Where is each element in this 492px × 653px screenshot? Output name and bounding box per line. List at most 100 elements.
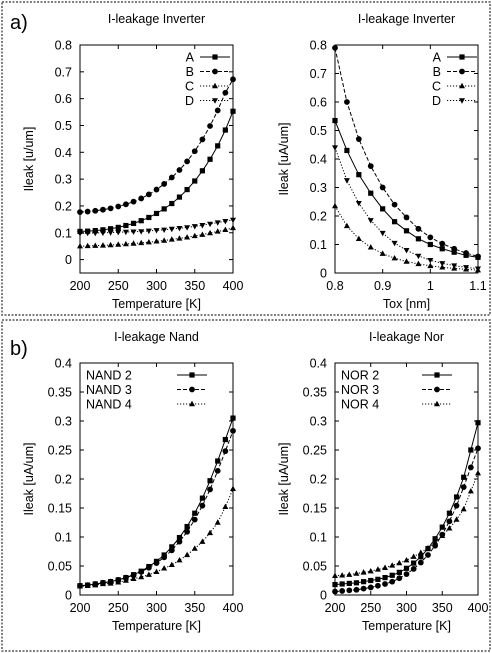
x-tick-label: 1 — [427, 279, 434, 293]
x-tick-label: 250 — [360, 601, 381, 615]
data-point — [451, 245, 458, 252]
data-point — [230, 224, 236, 231]
legend-marker — [434, 372, 440, 378]
y-tick-label: 0.6 — [55, 92, 72, 106]
data-point — [77, 209, 83, 216]
y-tick-label: 0 — [65, 253, 72, 267]
data-point — [332, 581, 338, 588]
x-axis-title: Tox [nm] — [383, 297, 430, 311]
data-point — [346, 580, 352, 586]
data-point — [77, 583, 83, 589]
x-tick-label: 0.8 — [326, 279, 343, 293]
data-point — [130, 572, 137, 579]
plot-area — [334, 44, 479, 274]
data-point — [468, 447, 474, 453]
data-point — [145, 191, 152, 198]
data-point — [463, 265, 470, 271]
data-point — [230, 76, 236, 83]
legend-marker — [459, 82, 465, 89]
y-tick-label: 0.05 — [303, 560, 327, 574]
data-point — [153, 210, 160, 217]
chart-title: I-leakage Nand — [114, 330, 199, 344]
data-point — [467, 487, 474, 494]
data-point — [145, 564, 152, 571]
data-point — [214, 467, 221, 474]
data-point — [184, 523, 190, 530]
data-point — [360, 569, 367, 575]
y-tick-label: 0.3 — [310, 415, 327, 429]
data-point — [339, 588, 346, 594]
data-point — [99, 230, 106, 236]
data-point — [153, 568, 160, 574]
y-tick-label: 0.1 — [310, 531, 327, 545]
data-point — [123, 222, 129, 229]
series-3 — [332, 470, 481, 579]
y-tick-label: 0.1 — [55, 226, 72, 240]
data-point — [176, 167, 183, 173]
data-point — [391, 240, 398, 247]
panel-b-label: b) — [10, 338, 28, 360]
data-point — [99, 580, 106, 587]
data-point — [374, 566, 381, 572]
data-point — [382, 581, 388, 587]
data-point — [123, 201, 129, 208]
legend-marker — [434, 400, 440, 407]
data-point — [169, 544, 175, 550]
data-point — [389, 572, 395, 578]
data-point — [161, 565, 168, 571]
data-point — [375, 582, 381, 589]
data-point — [353, 570, 360, 576]
data-point — [427, 262, 434, 269]
y-tick-label: 0.1 — [310, 238, 327, 252]
data-point — [463, 250, 469, 256]
chart-1: I-leakage Inverter 200 250 300 350 400 0 0.1 0.2… — [22, 12, 243, 311]
data-point — [460, 505, 467, 512]
series-2 — [332, 44, 481, 260]
data-point — [199, 495, 205, 501]
data-point — [439, 246, 445, 252]
x-tick-label: 0.9 — [374, 279, 391, 293]
legend-label: D — [432, 94, 441, 108]
data-point — [161, 554, 168, 561]
data-point — [343, 178, 350, 184]
series-1 — [332, 117, 481, 260]
legend-marker — [189, 372, 195, 378]
data-point — [230, 427, 236, 434]
data-point — [169, 200, 175, 207]
data-point — [475, 253, 481, 260]
chart-title: I-leakage Inverter — [108, 12, 205, 26]
x-tick-label: 350 — [432, 601, 453, 615]
chart-title: I-leakage Nor — [369, 330, 444, 344]
data-point — [92, 228, 98, 234]
y-tick-label: 0.2 — [310, 473, 327, 487]
legend-marker — [212, 54, 218, 60]
data-point — [184, 158, 191, 165]
data-point — [176, 235, 183, 241]
legend-marker — [459, 68, 465, 75]
data-point — [403, 248, 410, 254]
series-3 — [77, 224, 236, 249]
data-point — [367, 584, 374, 591]
data-point — [382, 564, 389, 570]
data-point — [339, 572, 346, 578]
legend-label: NOR 4 — [341, 398, 379, 412]
data-point — [161, 227, 168, 234]
data-point — [199, 502, 206, 509]
data-point — [92, 207, 99, 214]
data-point — [230, 485, 236, 492]
legend-label: A — [186, 51, 195, 65]
legend-label: D — [185, 94, 194, 108]
data-point — [410, 566, 417, 572]
data-point — [77, 231, 83, 237]
data-point — [199, 223, 206, 229]
x-tick-label: 250 — [108, 601, 129, 615]
data-point — [222, 89, 229, 96]
legend-marker — [434, 386, 440, 393]
data-point — [222, 436, 228, 443]
data-point — [344, 99, 350, 105]
legend-label: NAND 3 — [86, 383, 132, 397]
legend-marker — [212, 68, 218, 75]
data-point — [403, 557, 410, 563]
data-point — [214, 220, 221, 226]
data-point — [199, 168, 205, 174]
